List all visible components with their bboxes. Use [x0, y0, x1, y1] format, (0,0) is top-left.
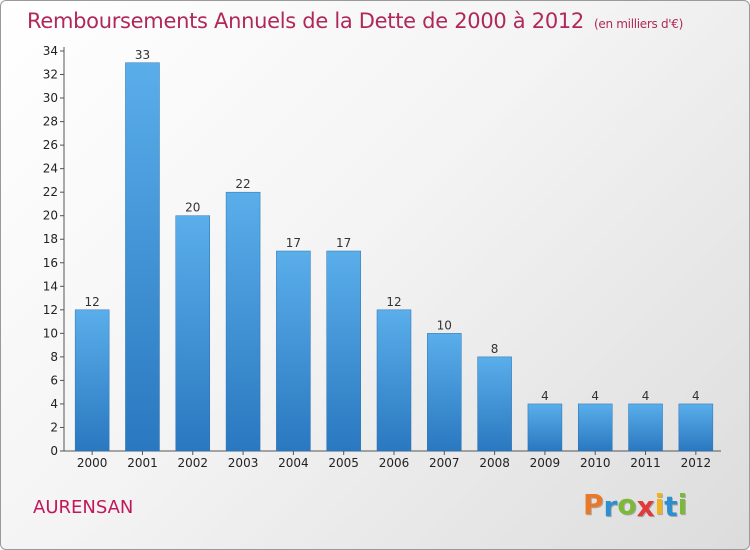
bar: [225, 191, 261, 452]
x-tick-label: 2003: [228, 456, 259, 470]
logo-letter: i: [654, 488, 665, 521]
y-tick-label: 4: [50, 397, 58, 411]
x-tick-label: 2002: [177, 456, 208, 470]
bar: [678, 403, 714, 452]
y-tick-label: 18: [43, 232, 58, 246]
x-tick-label: 2001: [127, 456, 158, 470]
bar: [125, 62, 160, 452]
x-tick-label: 2010: [580, 456, 611, 470]
x-tick-label: 2000: [77, 456, 108, 470]
y-tick-label: 2: [50, 420, 58, 434]
logo-letter: r: [603, 490, 618, 523]
y-tick-label: 26: [43, 138, 58, 152]
bar: [74, 309, 110, 452]
x-tick-label: 2008: [479, 456, 510, 470]
y-tick-label: 24: [43, 162, 58, 176]
bar: [276, 250, 311, 452]
y-tick-label: 12: [43, 303, 58, 317]
y-tick-label: 6: [50, 373, 58, 387]
data-label: 17: [336, 236, 351, 250]
logo-letter: o: [617, 488, 637, 521]
y-tick-label: 20: [43, 209, 58, 223]
data-label: 12: [386, 295, 401, 309]
data-label: 17: [286, 236, 301, 250]
y-tick-label: 22: [43, 185, 58, 199]
x-tick-label: 2004: [278, 456, 309, 470]
y-tick-label: 14: [43, 279, 58, 293]
chart-title: Remboursements Annuels de la Dette de 20…: [27, 9, 683, 33]
bar: [628, 403, 663, 452]
unit-label: (en milliers d'€): [594, 17, 684, 31]
logo-letter: P: [583, 488, 604, 521]
data-label: 4: [642, 389, 650, 403]
bar: [427, 333, 462, 452]
y-tick-label: 0: [50, 444, 58, 458]
logo-letter: t: [664, 490, 678, 523]
bars: 12 33 20 22 17 17 12 10 8 4 4 4 4: [74, 48, 714, 452]
data-label: 8: [491, 342, 499, 356]
data-label: 4: [591, 389, 599, 403]
bar: [477, 356, 512, 452]
data-label: 22: [235, 177, 250, 191]
data-label: 4: [692, 389, 700, 403]
data-label: 4: [541, 389, 549, 403]
x-tick-label: 2007: [429, 456, 460, 470]
x-tick-label: 2006: [379, 456, 410, 470]
y-tick-label: 8: [50, 350, 58, 364]
y-tick-label: 10: [43, 326, 58, 340]
data-label: 10: [437, 318, 452, 332]
data-label: 12: [85, 295, 100, 309]
logo-letter: x: [636, 490, 655, 523]
title-text: Remboursements Annuels de la Dette de 20…: [27, 9, 584, 33]
x-tick-label: 2012: [681, 456, 712, 470]
y-tick-label: 34: [43, 44, 58, 58]
y-tick-label: 16: [43, 256, 58, 270]
bar: [577, 403, 613, 452]
bar: [326, 250, 361, 452]
logo-letter: i: [677, 488, 688, 521]
bar: [376, 309, 412, 452]
bar: [527, 403, 563, 452]
place-name: AURENSAN: [33, 497, 134, 518]
x-tick-label: 2011: [630, 456, 661, 470]
data-label: 33: [135, 48, 150, 62]
data-label: 20: [185, 201, 200, 215]
proxiti-logo: Proxiti: [583, 488, 688, 523]
bar: [175, 215, 211, 452]
x-tick-label: 2005: [328, 456, 359, 470]
y-tick-label: 28: [43, 115, 58, 129]
x-tick-label: 2009: [530, 456, 561, 470]
y-tick-label: 32: [43, 68, 58, 82]
y-tick-label: 30: [43, 91, 58, 105]
